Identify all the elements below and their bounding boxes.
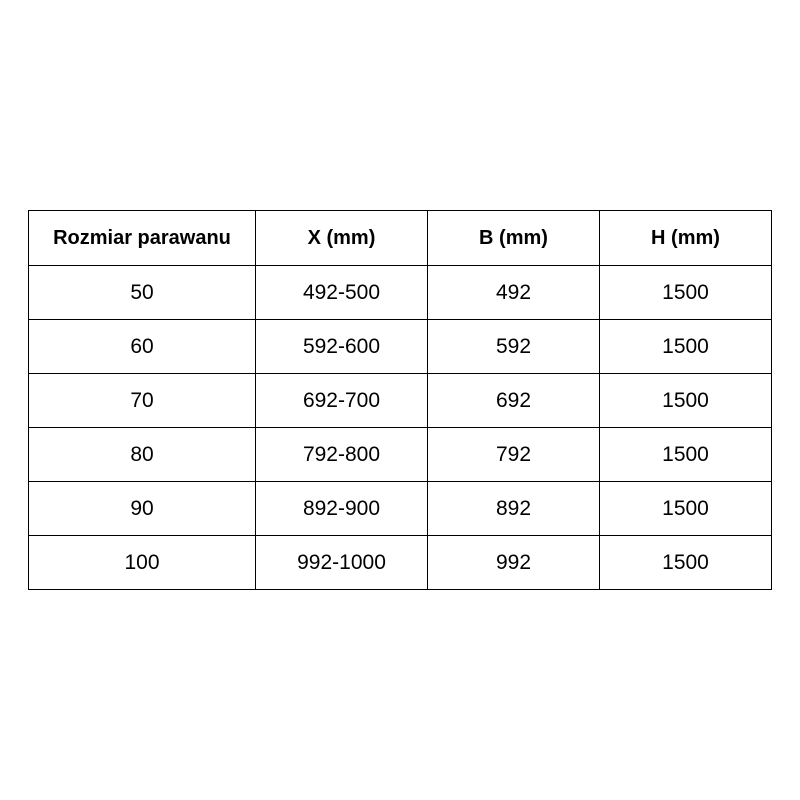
cell-b: 492 [427, 265, 600, 320]
cell-h: 1500 [599, 265, 772, 320]
cell-x: 692-700 [255, 373, 428, 428]
cell-x: 992-1000 [255, 535, 428, 590]
cell-size: 70 [28, 373, 256, 428]
cell-b: 692 [427, 373, 600, 428]
cell-size: 50 [28, 265, 256, 320]
cell-x: 592-600 [255, 319, 428, 374]
header-b: B (mm) [427, 210, 600, 266]
cell-h: 1500 [599, 373, 772, 428]
cell-h: 1500 [599, 481, 772, 536]
cell-x: 492-500 [255, 265, 428, 320]
table-row: 80 792-800 792 1500 [28, 427, 772, 482]
cell-size: 90 [28, 481, 256, 536]
cell-h: 1500 [599, 319, 772, 374]
cell-h: 1500 [599, 427, 772, 482]
cell-b: 992 [427, 535, 600, 590]
cell-b: 592 [427, 319, 600, 374]
table-row: 100 992-1000 992 1500 [28, 535, 772, 590]
cell-size: 100 [28, 535, 256, 590]
table-row: 50 492-500 492 1500 [28, 265, 772, 320]
header-x: X (mm) [255, 210, 428, 266]
table-row: 90 892-900 892 1500 [28, 481, 772, 536]
cell-x: 892-900 [255, 481, 428, 536]
cell-b: 892 [427, 481, 600, 536]
table-row: 60 592-600 592 1500 [28, 319, 772, 374]
header-h: H (mm) [599, 210, 772, 266]
size-table: Rozmiar parawanu X (mm) B (mm) H (mm) 50… [28, 210, 772, 590]
cell-b: 792 [427, 427, 600, 482]
cell-size: 60 [28, 319, 256, 374]
cell-x: 792-800 [255, 427, 428, 482]
cell-size: 80 [28, 427, 256, 482]
header-size: Rozmiar parawanu [28, 210, 256, 266]
table-row: 70 692-700 692 1500 [28, 373, 772, 428]
cell-h: 1500 [599, 535, 772, 590]
table-header-row: Rozmiar parawanu X (mm) B (mm) H (mm) [28, 210, 772, 266]
